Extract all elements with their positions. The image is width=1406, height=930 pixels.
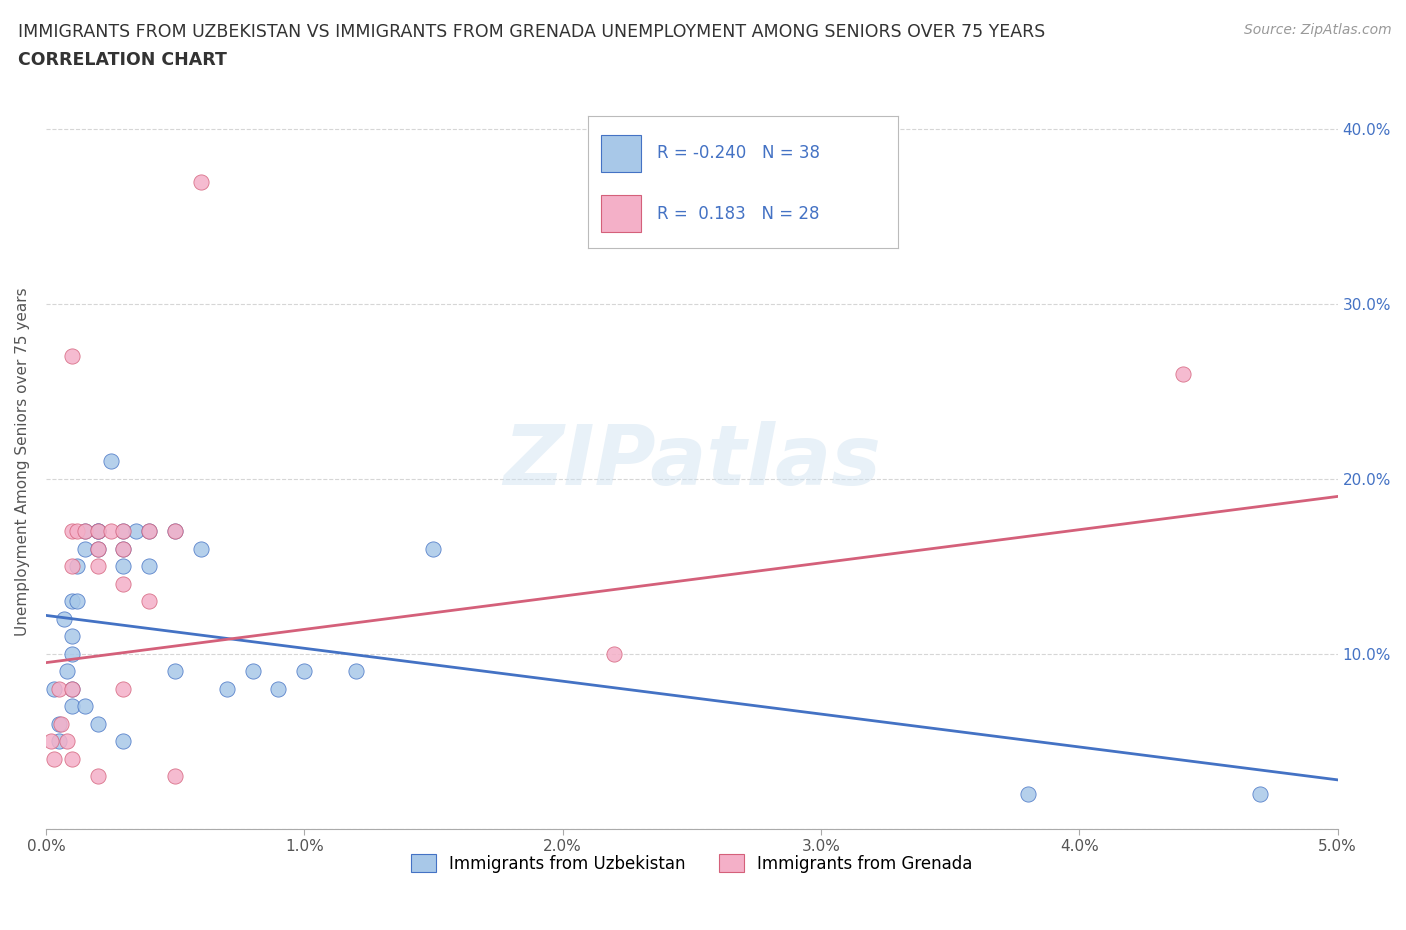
Legend: Immigrants from Uzbekistan, Immigrants from Grenada: Immigrants from Uzbekistan, Immigrants f… (404, 848, 980, 879)
Point (112, 577, 135, 591)
Point (86, 541, 108, 556)
Point (112, 559, 135, 574)
Point (86, 559, 108, 574)
Text: ZIPatlas: ZIPatlas (503, 421, 880, 502)
Point (100, 454, 122, 469)
Point (73, 524, 96, 538)
Point (125, 524, 148, 538)
Text: Source: ZipAtlas.com: Source: ZipAtlas.com (1244, 23, 1392, 37)
Point (190, 541, 212, 556)
Point (242, 664, 264, 679)
Point (48, 682, 70, 697)
Point (215, 682, 238, 697)
Point (73, 524, 96, 538)
Point (86, 524, 108, 538)
Point (51, 716, 73, 731)
Point (422, 541, 444, 556)
Point (60, 751, 83, 766)
Point (60, 629, 83, 644)
Point (165, 524, 187, 538)
Point (60, 559, 83, 574)
Point (112, 541, 135, 556)
Point (60, 349, 83, 364)
Point (138, 559, 160, 574)
Point (292, 664, 315, 679)
Point (73, 699, 96, 714)
Point (48, 734, 70, 749)
Point (165, 664, 187, 679)
Point (42, 751, 65, 766)
Point (66, 559, 89, 574)
Point (60, 646, 83, 661)
Point (73, 541, 96, 556)
Point (138, 524, 160, 538)
Point (86, 541, 108, 556)
Point (60, 682, 83, 697)
Point (55, 734, 77, 749)
Y-axis label: Unemployment Among Seniors over 75 years: Unemployment Among Seniors over 75 years (15, 287, 30, 636)
Point (60, 699, 83, 714)
Point (267, 682, 290, 697)
Point (112, 524, 135, 538)
Text: CORRELATION CHART: CORRELATION CHART (18, 51, 228, 69)
Point (1171, 366, 1194, 381)
Point (60, 524, 83, 538)
Point (42, 682, 65, 697)
Point (86, 524, 108, 538)
Point (39, 734, 62, 749)
Point (60, 594, 83, 609)
Point (112, 682, 135, 697)
Point (66, 524, 89, 538)
Point (86, 769, 108, 784)
Point (112, 734, 135, 749)
Point (86, 524, 108, 538)
Point (53, 611, 76, 626)
Point (165, 769, 187, 784)
Text: IMMIGRANTS FROM UZBEKISTAN VS IMMIGRANTS FROM GRENADA UNEMPLOYMENT AMONG SENIORS: IMMIGRANTS FROM UZBEKISTAN VS IMMIGRANTS… (18, 23, 1046, 41)
Point (66, 594, 89, 609)
Point (48, 716, 70, 731)
Point (190, 174, 212, 189)
Point (138, 524, 160, 538)
Point (165, 524, 187, 538)
Point (1249, 787, 1271, 802)
Point (112, 524, 135, 538)
Point (138, 594, 160, 609)
Point (112, 541, 135, 556)
Point (60, 682, 83, 697)
Point (55, 664, 77, 679)
Point (86, 716, 108, 731)
Point (1017, 787, 1039, 802)
Point (344, 664, 367, 679)
Point (100, 524, 122, 538)
Point (603, 646, 626, 661)
